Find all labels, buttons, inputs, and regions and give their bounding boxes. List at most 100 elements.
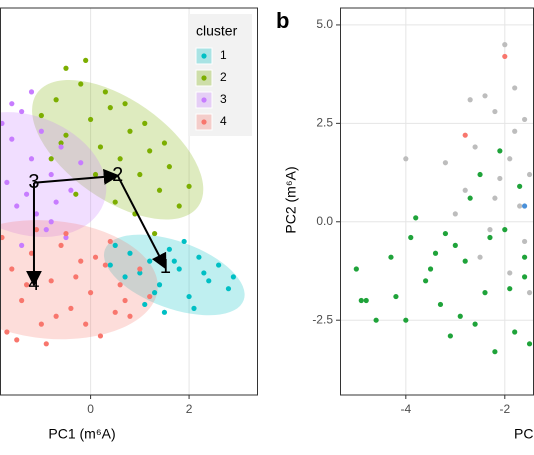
point	[442, 160, 449, 166]
point	[497, 148, 503, 154]
point	[0, 234, 5, 241]
x-axis-title: PC1 (m⁶A)	[514, 426, 534, 442]
legend-key-dot	[201, 53, 207, 59]
point	[502, 53, 508, 60]
point	[48, 156, 54, 162]
point	[78, 160, 84, 166]
point	[142, 120, 148, 126]
point	[83, 321, 89, 327]
point	[43, 341, 49, 347]
legend-label: 4	[220, 114, 227, 128]
point	[137, 171, 143, 178]
point	[437, 301, 444, 308]
point	[48, 278, 54, 284]
point	[9, 136, 15, 142]
cluster-ellipse	[32, 79, 204, 220]
point	[171, 258, 177, 264]
point	[492, 108, 498, 115]
point	[102, 262, 108, 268]
point	[19, 108, 25, 115]
point	[512, 85, 518, 91]
centroid-label: 2	[112, 164, 123, 186]
point	[38, 128, 44, 134]
point	[186, 293, 192, 300]
point	[19, 242, 25, 248]
point	[225, 286, 232, 292]
point	[467, 195, 473, 201]
point	[363, 297, 369, 304]
point	[122, 101, 128, 107]
panel-border	[0, 7, 258, 396]
point	[176, 266, 182, 272]
point	[492, 349, 498, 355]
point	[122, 274, 128, 280]
point	[502, 42, 508, 48]
point	[92, 254, 99, 260]
point	[73, 191, 79, 197]
y-tick-label: 0.0	[316, 214, 333, 228]
point	[373, 317, 379, 323]
point	[63, 132, 69, 138]
point	[137, 270, 143, 276]
legend-label: 1	[220, 48, 227, 62]
x-tick-label: 2	[186, 402, 193, 416]
point	[147, 258, 153, 264]
point	[201, 270, 207, 276]
point	[112, 199, 118, 205]
point	[230, 274, 236, 280]
x-tick-label: 0	[87, 402, 94, 416]
point	[68, 187, 74, 193]
point	[38, 112, 44, 119]
cluster-ellipse	[103, 234, 245, 316]
point	[102, 89, 108, 95]
point	[477, 254, 483, 260]
legend-key-dot	[201, 119, 207, 125]
point	[452, 242, 458, 248]
point	[462, 132, 468, 138]
point	[161, 309, 168, 315]
point	[28, 89, 35, 95]
point	[9, 266, 15, 272]
y-tick-label: -2.5	[312, 312, 333, 326]
point	[452, 211, 458, 217]
point	[166, 164, 172, 170]
point	[78, 81, 84, 87]
point	[33, 211, 40, 217]
point	[23, 191, 30, 197]
point	[58, 144, 64, 150]
trajectory-arrow	[33, 168, 120, 185]
legend-key-dot	[201, 97, 207, 103]
point	[87, 290, 94, 296]
point	[63, 230, 69, 237]
point	[467, 97, 473, 103]
point	[521, 203, 528, 209]
point	[48, 219, 54, 225]
point	[353, 266, 359, 272]
point	[482, 93, 488, 99]
point	[507, 286, 513, 292]
point	[78, 258, 84, 264]
y-tick-label: 2.5	[316, 116, 333, 130]
point	[186, 183, 192, 189]
point	[122, 297, 128, 304]
point	[166, 246, 172, 252]
point	[53, 97, 59, 103]
point	[161, 140, 168, 146]
point	[107, 238, 113, 245]
legend-key-dot	[201, 75, 207, 81]
point	[112, 309, 118, 315]
point	[73, 274, 79, 280]
centroid-label: 1	[160, 256, 171, 278]
point	[462, 187, 468, 193]
point	[48, 171, 54, 178]
point	[28, 156, 35, 162]
point	[487, 227, 493, 233]
point	[462, 258, 468, 264]
legend-background	[188, 14, 252, 136]
point	[4, 329, 10, 335]
x-tick-label: -4	[400, 402, 411, 416]
point	[117, 156, 123, 162]
point	[442, 230, 449, 237]
point	[87, 116, 94, 123]
